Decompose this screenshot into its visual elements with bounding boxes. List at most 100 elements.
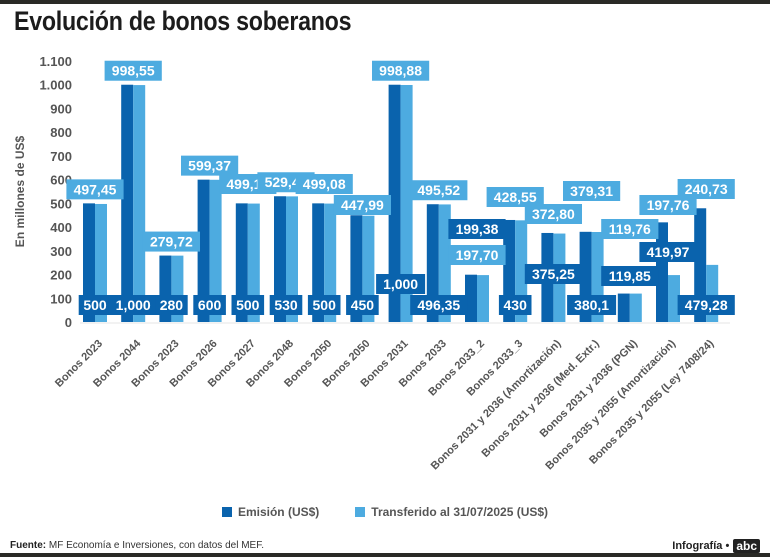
bar-transferido: [247, 203, 260, 322]
bar-emision: [235, 203, 248, 322]
y-tick-label: 300: [50, 244, 72, 259]
data-label-transferido-bg: [486, 187, 544, 207]
data-label-transferido-bg: [677, 179, 735, 199]
bar-emision: [694, 208, 707, 322]
bar-transferido: [324, 203, 337, 322]
data-label-emision: 380,1: [574, 297, 609, 313]
bottom-border: [0, 553, 770, 557]
y-axis-label: En millones de US$: [13, 135, 27, 247]
top-border: [0, 0, 770, 4]
bar-emision: [312, 203, 325, 322]
y-tick-label: 500: [50, 196, 72, 211]
data-label-transferido: 447,99: [341, 197, 384, 213]
legend-swatch-emision: [221, 507, 232, 517]
data-label-transferido-bg: [601, 219, 659, 239]
bar-transferido: [629, 293, 642, 322]
data-label-emision: 500: [83, 297, 107, 313]
data-label-transferido: 495,52: [417, 182, 460, 198]
data-label-transferido-bg: [410, 180, 468, 201]
data-label-emision: 479,28: [685, 297, 728, 313]
data-label-transferido-bg: [563, 181, 621, 201]
abc-logo: abc: [733, 539, 760, 553]
data-label-emision: 430: [504, 297, 528, 313]
source-note: Fuente: MF Economía e Inversiones, con d…: [10, 540, 264, 551]
bar-emision: [388, 84, 401, 323]
data-label-transferido-bg: [372, 60, 430, 81]
data-label-transferido-bg: [104, 60, 162, 81]
y-tick-label: 800: [50, 125, 72, 140]
data-label-emision: 419,97: [647, 244, 690, 260]
legend: Emisión (US$) Transferido al 31/07/2025 …: [0, 505, 770, 519]
bar-transferido: [133, 85, 146, 322]
data-label-transferido: 372,80: [532, 206, 575, 222]
source-label: Fuente:: [10, 540, 47, 551]
data-label-transferido: 240,73: [685, 181, 728, 197]
data-label-emision-bg: [498, 295, 532, 315]
data-label-emision: 496,35: [417, 297, 460, 313]
data-label-transferido: 497,45: [74, 181, 117, 197]
y-tick-label: 200: [50, 268, 72, 283]
data-label-transferido: 998,55: [112, 63, 155, 79]
bar-chart: En millones de US$ 0 100 200 300 400 500 600 700…: [13, 54, 735, 472]
bar-transferido: [95, 203, 107, 322]
data-label-transferido: 197,76: [647, 197, 690, 213]
bar-transferido: [668, 275, 680, 322]
bar-emision: [617, 293, 630, 322]
legend-item-transferido: Transferido al 31/07/2025 (US$): [355, 505, 548, 519]
data-label-transferido: 119,76: [609, 221, 651, 237]
data-label-transferido-bg: [295, 174, 353, 194]
bar-emision: [274, 196, 286, 322]
data-label-transferido-bg: [639, 195, 697, 215]
bar-transferido: [400, 84, 413, 323]
y-tick-label: 700: [50, 149, 72, 164]
data-label-emision: 600: [198, 297, 222, 313]
data-label-emision-bg: [601, 266, 659, 286]
data-label-emision-bg: [155, 295, 188, 315]
data-label-emision-bg: [567, 295, 617, 315]
data-label-emision-bg: [346, 295, 379, 315]
y-tick-label: 1.000: [39, 78, 72, 93]
bar-emision: [197, 179, 210, 322]
data-label-transferido: 428,55: [494, 189, 537, 205]
bar-transferido: [209, 179, 222, 322]
data-label-transferido-bg: [66, 179, 124, 200]
legend-swatch-transferido: [355, 507, 366, 517]
data-label-transferido-bg: [448, 245, 506, 265]
y-tick-label: 1.100: [39, 54, 72, 69]
y-tick-label: 100: [50, 291, 72, 306]
legend-item-emision: Emisión (US$): [221, 505, 320, 519]
legend-label-emision: Emisión (US$): [237, 505, 320, 519]
bar-emision: [465, 274, 477, 322]
data-label-emision-bg: [78, 295, 112, 315]
chart-title: Evolución de bonos soberanos: [14, 6, 352, 36]
data-label-transferido: 197,70: [456, 247, 499, 263]
data-label-emision: 500: [236, 297, 260, 313]
bar-transferido: [477, 275, 489, 322]
data-label-emision-bg: [639, 242, 697, 262]
data-label-emision-bg: [410, 295, 468, 315]
data-label-emision: 199,38: [456, 221, 499, 237]
data-label-emision-bg: [269, 295, 303, 315]
data-label-transferido-bg: [142, 231, 200, 252]
data-label-emision-bg: [307, 295, 341, 315]
bar-transferido: [438, 204, 451, 322]
data-label-emision-bg: [376, 274, 426, 294]
data-label-transferido: 279,72: [150, 234, 193, 250]
y-tick-label: 0: [65, 315, 72, 330]
credit-text: Infografía •: [672, 540, 730, 552]
data-label-emision-bg: [677, 295, 735, 315]
source-text: MF Economía e Inversiones, con datos del…: [48, 540, 264, 551]
data-label-transferido: 599,37: [188, 158, 231, 174]
bar-emision: [83, 203, 95, 322]
data-label-emision: 1,000: [383, 276, 418, 292]
data-label-emision: 280: [160, 297, 184, 313]
credit: Infografía • abc: [672, 539, 760, 553]
data-label-transferido-bg: [524, 204, 582, 224]
bar-emision: [426, 204, 439, 322]
data-label-transferido-bg: [181, 155, 239, 176]
legend-label-transferido: Transferido al 31/07/2025 (US$): [371, 505, 549, 519]
data-label-emision-bg: [108, 295, 158, 315]
data-label-transferido: 998,88: [379, 63, 422, 79]
y-tick-label: 900: [50, 101, 72, 116]
data-label-emision-bg: [231, 295, 265, 315]
